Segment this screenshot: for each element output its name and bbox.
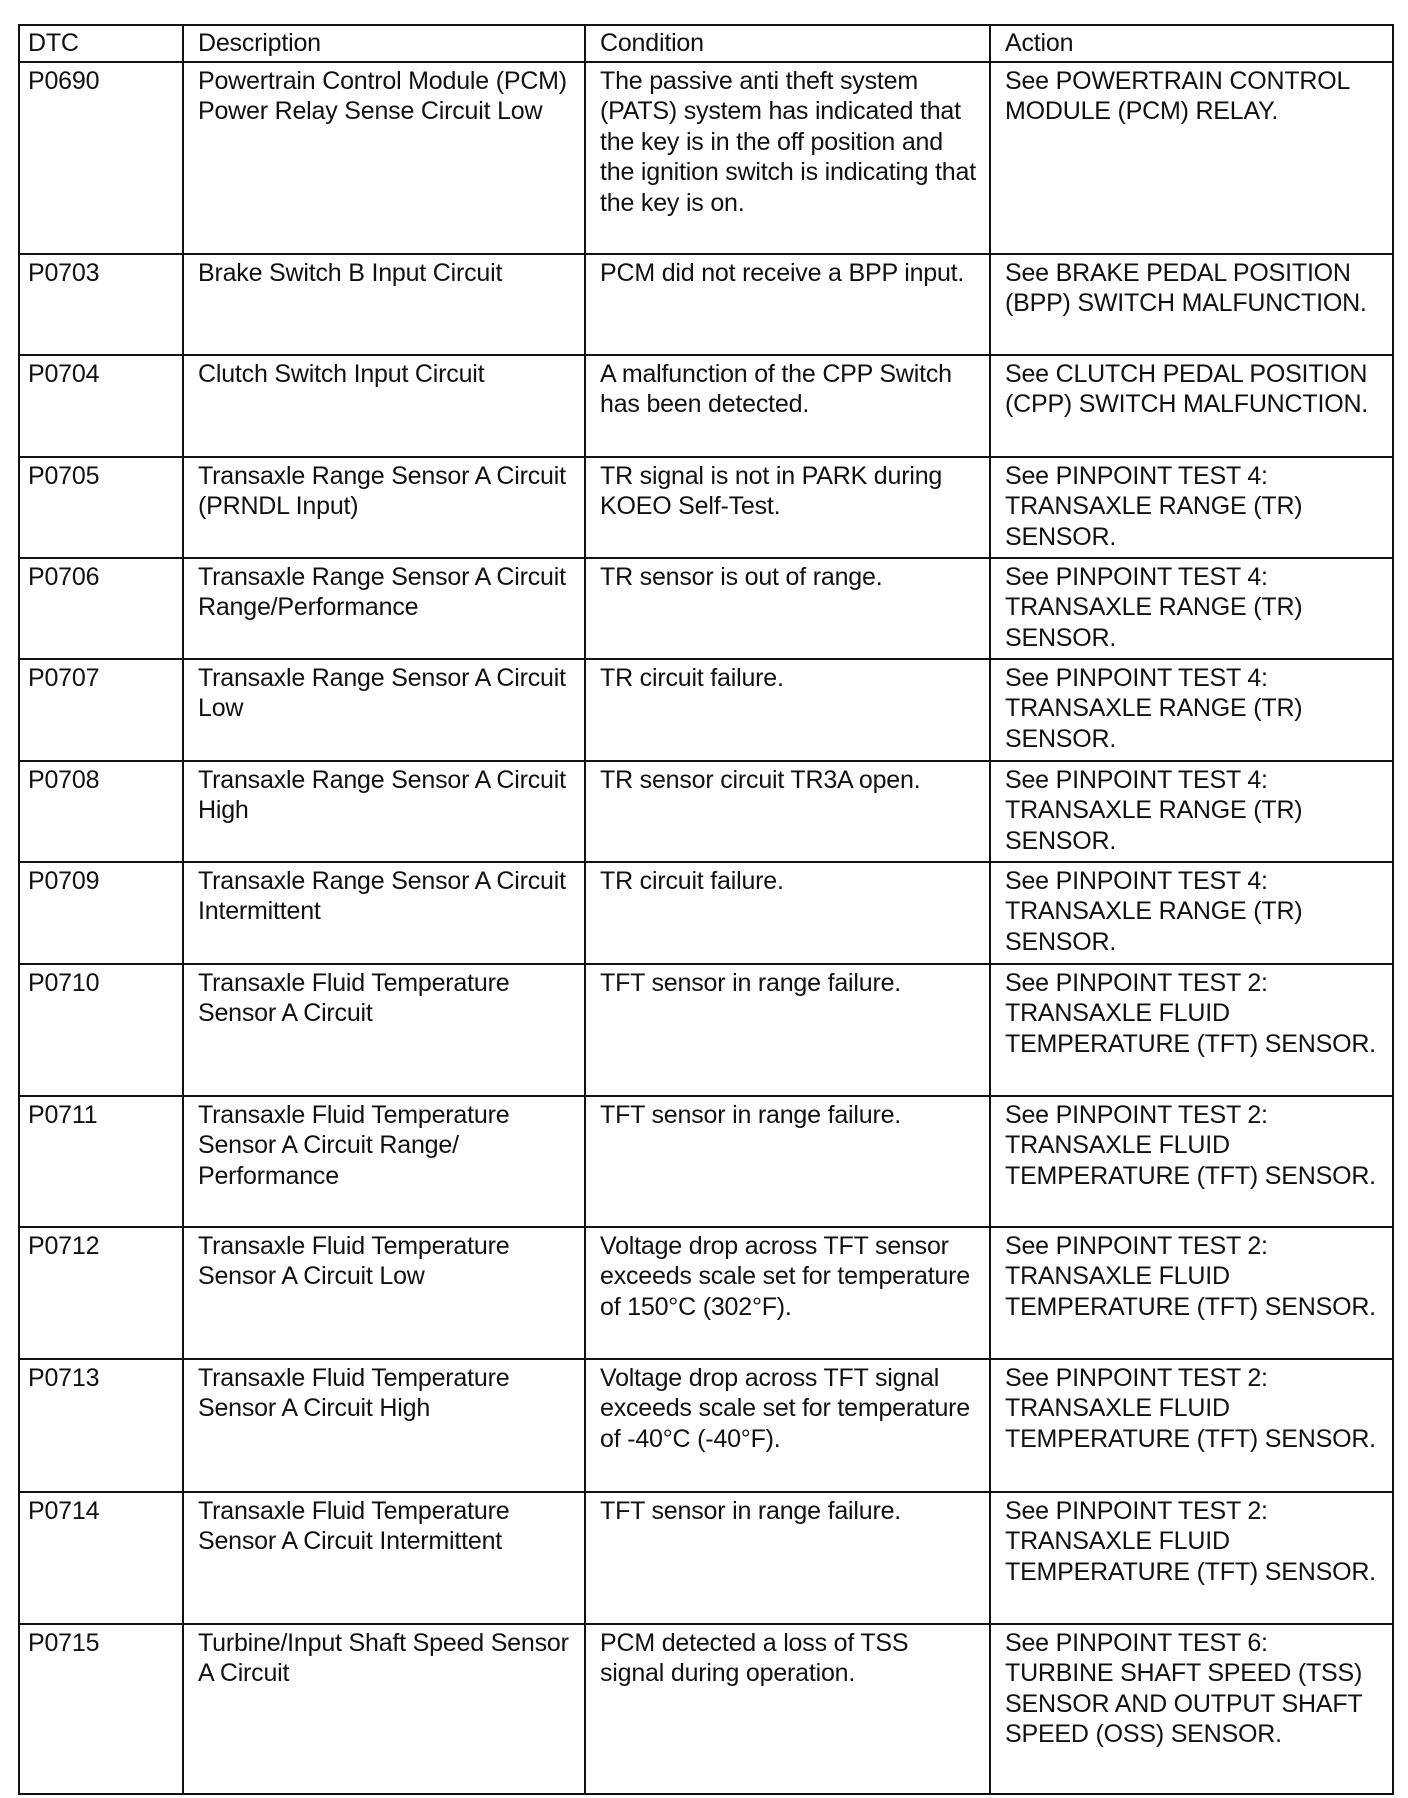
cell-dtc: P0710 [18, 962, 184, 1097]
cell-dtc: P0709 [18, 860, 184, 965]
header-row: DTC Description Condition Action [18, 24, 1394, 63]
cell-condition: TFT sensor in range failure. [584, 1094, 991, 1228]
cell-description: Transaxle Range Sensor A Circuit High [182, 759, 586, 863]
cell-description: Clutch Switch Input Circuit [182, 353, 586, 458]
cell-dtc: P0703 [18, 252, 184, 356]
cell-condition: TR sensor circuit TR3A open. [584, 759, 991, 863]
cell-description: Transaxle Fluid Temperature Sensor A Cir… [182, 1357, 586, 1493]
cell-description: Transaxle Fluid Temperature Sensor A Cir… [182, 1225, 586, 1360]
cell-condition: TFT sensor in range failure. [584, 1490, 991, 1625]
header-description: Description [182, 24, 586, 63]
cell-condition: The passive anti theft system (PATS) sys… [584, 60, 991, 255]
table-row: P0705 Transaxle Range Sensor A Circuit (P… [18, 455, 1394, 559]
cell-dtc: P0715 [18, 1622, 184, 1795]
cell-condition: PCM detected a loss of TSS signal during… [584, 1622, 991, 1795]
cell-condition: TR sensor is out of range. [584, 556, 991, 660]
cell-dtc: P0711 [18, 1094, 184, 1228]
cell-action: See BRAKE PEDAL POSITION (BPP) SWITCH MA… [989, 252, 1394, 356]
cell-description: Transaxle Range Sensor A Circuit Intermi… [182, 860, 586, 965]
cell-dtc: P0707 [18, 657, 184, 762]
cell-action: See PINPOINT TEST 4: TRANSAXLE RANGE (TR… [989, 657, 1394, 762]
cell-description: Transaxle Fluid Temperature Sensor A Cir… [182, 962, 586, 1097]
cell-action: See PINPOINT TEST 4: TRANSAXLE RANGE (TR… [989, 455, 1394, 559]
dtc-table: DTC Description Condition Action P0690 Po… [18, 24, 1394, 1795]
cell-action: See PINPOINT TEST 2: TRANSAXLE FLUID TEM… [989, 1225, 1394, 1360]
cell-action: See PINPOINT TEST 4: TRANSAXLE RANGE (TR… [989, 860, 1394, 965]
cell-condition: Voltage drop across TFT sensor exceeds s… [584, 1225, 991, 1360]
cell-condition: TR signal is not in PARK during KOEO Sel… [584, 455, 991, 559]
cell-dtc: P0690 [18, 60, 184, 255]
cell-condition: A malfunction of the CPP Switch has been… [584, 353, 991, 458]
cell-action: See PINPOINT TEST 2: TRANSAXLE FLUID TEM… [989, 962, 1394, 1097]
cell-dtc: P0712 [18, 1225, 184, 1360]
cell-condition: TR circuit failure. [584, 860, 991, 965]
cell-dtc: P0704 [18, 353, 184, 458]
cell-description: Turbine/Input Shaft Speed Sensor A Circu… [182, 1622, 586, 1795]
cell-description: Transaxle Range Sensor A Circuit Low [182, 657, 586, 762]
cell-description: Transaxle Fluid Temperature Sensor A Cir… [182, 1490, 586, 1625]
header-action: Action [989, 24, 1394, 63]
cell-action: See PINPOINT TEST 4: TRANSAXLE RANGE (TR… [989, 759, 1394, 863]
cell-action: See PINPOINT TEST 2: TRANSAXLE FLUID TEM… [989, 1357, 1394, 1493]
cell-description: Transaxle Range Sensor A Circuit (PRNDL … [182, 455, 586, 559]
cell-dtc: P0713 [18, 1357, 184, 1493]
cell-action: See PINPOINT TEST 4: TRANSAXLE RANGE (TR… [989, 556, 1394, 660]
cell-condition: TFT sensor in range failure. [584, 962, 991, 1097]
table-row: P0690 Powertrain Control Module (PCM) Pow… [18, 60, 1394, 255]
cell-condition: PCM did not receive a BPP input. [584, 252, 991, 356]
table-row: P0707 Transaxle Range Sensor A Circuit Lo… [18, 657, 1394, 762]
cell-action: See CLUTCH PEDAL POSITION (CPP) SWITCH M… [989, 353, 1394, 458]
cell-dtc: P0708 [18, 759, 184, 863]
header-condition: Condition [584, 24, 991, 63]
table-row: P0703 Brake Switch B Input Circuit PCM did… [18, 252, 1394, 356]
table-row: P0714 Transaxle Fluid Temperature Sensor … [18, 1490, 1394, 1625]
table-row: P0706 Transaxle Range Sensor A Circuit Ra… [18, 556, 1394, 660]
table-row: P0709 Transaxle Range Sensor A Circuit In… [18, 860, 1394, 965]
cell-description: Transaxle Range Sensor A Circuit Range/P… [182, 556, 586, 660]
cell-dtc: P0714 [18, 1490, 184, 1625]
header-dtc: DTC [18, 24, 184, 63]
table-row: P0710 Transaxle Fluid Temperature Sensor … [18, 962, 1394, 1097]
cell-action: See POWERTRAIN CONTROL MODULE (PCM) RELA… [989, 60, 1394, 255]
cell-dtc: P0706 [18, 556, 184, 660]
cell-condition: Voltage drop across TFT signal exceeds s… [584, 1357, 991, 1493]
table-row: P0704 Clutch Switch Input Circuit A malfun… [18, 353, 1394, 458]
table-row: P0713 Transaxle Fluid Temperature Sensor … [18, 1357, 1394, 1493]
cell-description: Transaxle Fluid Temperature Sensor A Cir… [182, 1094, 586, 1228]
cell-action: See PINPOINT TEST 2: TRANSAXLE FLUID TEM… [989, 1094, 1394, 1228]
table-row: P0715 Turbine/Input Shaft Speed Sensor A … [18, 1622, 1394, 1795]
cell-dtc: P0705 [18, 455, 184, 559]
cell-description: Brake Switch B Input Circuit [182, 252, 586, 356]
table-row: P0708 Transaxle Range Sensor A Circuit Hi… [18, 759, 1394, 863]
cell-action: See PINPOINT TEST 2: TRANSAXLE FLUID TEM… [989, 1490, 1394, 1625]
table-row: P0711 Transaxle Fluid Temperature Sensor … [18, 1094, 1394, 1228]
cell-description: Powertrain Control Module (PCM) Power Re… [182, 60, 586, 255]
cell-action: See PINPOINT TEST 6: TURBINE SHAFT SPEED… [989, 1622, 1394, 1795]
cell-condition: TR circuit failure. [584, 657, 991, 762]
table-row: P0712 Transaxle Fluid Temperature Sensor … [18, 1225, 1394, 1360]
